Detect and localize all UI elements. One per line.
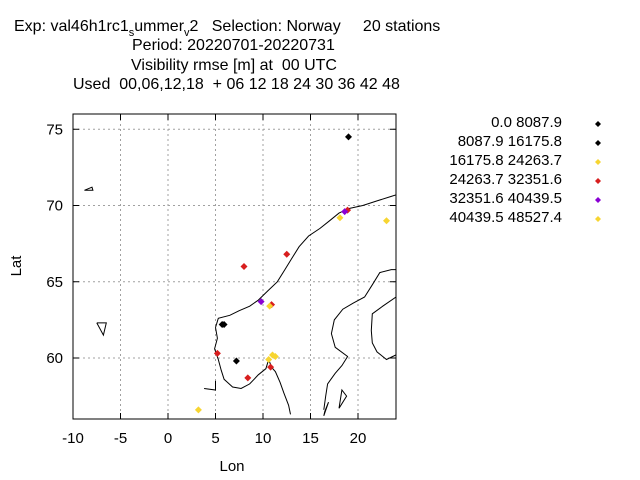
data-point bbox=[265, 356, 273, 364]
y-tick-label: 60 bbox=[46, 350, 63, 367]
data-point bbox=[244, 374, 252, 382]
data-point bbox=[283, 250, 291, 258]
coastline bbox=[215, 194, 396, 328]
legend-marker bbox=[595, 216, 601, 222]
data-point bbox=[240, 263, 248, 270]
legend-label: 32351.6 40439.5 bbox=[449, 190, 562, 207]
y-tick-label: 75 bbox=[46, 121, 63, 138]
title-prefix: Exp: val46h1rc1 bbox=[14, 18, 129, 35]
data-point bbox=[341, 208, 349, 216]
coastline-map bbox=[84, 186, 396, 419]
coastline bbox=[214, 327, 291, 415]
legend-label: 0.0 8087.9 bbox=[491, 114, 562, 131]
x-tick-label: 0 bbox=[164, 430, 172, 447]
data-point bbox=[345, 133, 352, 141]
x-axis-label: Lon bbox=[219, 458, 244, 475]
legend-label: 24263.7 32351.6 bbox=[449, 171, 562, 188]
legend-markers bbox=[595, 121, 601, 222]
legend-label: 8087.9 16175.8 bbox=[457, 133, 562, 150]
legend-marker bbox=[595, 197, 601, 203]
data-point bbox=[336, 214, 344, 222]
plot-frame bbox=[72, 113, 397, 420]
tick-layer: -10 -5 0 5 10 15 20 60 65 70 75 bbox=[46, 114, 396, 447]
legend-label: 40439.5 48527.4 bbox=[449, 209, 562, 226]
title-subscript-1: s bbox=[128, 27, 135, 39]
coastline bbox=[370, 296, 396, 361]
grid-layer bbox=[73, 114, 396, 419]
coastline bbox=[338, 388, 348, 409]
data-point bbox=[232, 357, 240, 365]
coastline bbox=[323, 402, 329, 417]
legend-marker bbox=[595, 159, 601, 165]
x-tick-label: -5 bbox=[114, 430, 127, 447]
y-axis-label: Lat bbox=[8, 255, 25, 277]
title-mid: ummer bbox=[134, 18, 185, 35]
legend-marker bbox=[595, 178, 601, 184]
legend-marker bbox=[595, 140, 601, 146]
data-point bbox=[220, 320, 228, 328]
data-point bbox=[213, 349, 221, 357]
data-point bbox=[257, 298, 265, 306]
chart-title-line-3: Visibility rmse [m] at 00 UTC bbox=[131, 57, 337, 74]
coastline bbox=[204, 380, 216, 391]
data-point bbox=[271, 352, 279, 360]
data-point bbox=[383, 217, 390, 225]
data-point bbox=[194, 406, 202, 414]
legend-label: 16175.8 24263.7 bbox=[449, 152, 562, 169]
x-tick-label: -10 bbox=[62, 430, 84, 447]
chart-title-line-1: Exp: val46h1rc1summerv2 Selection: Norwa… bbox=[14, 18, 441, 39]
title-subscript-2: v bbox=[184, 27, 190, 39]
coastline bbox=[84, 186, 94, 191]
coastline bbox=[323, 269, 396, 410]
title-suffix: 2 Selection: Norway 20 stations bbox=[189, 18, 441, 35]
x-tick-label: 10 bbox=[255, 430, 272, 447]
y-tick-label: 70 bbox=[46, 198, 63, 215]
y-tick-label: 65 bbox=[46, 274, 63, 291]
data-point bbox=[266, 302, 274, 310]
chart-title-line-4: Used 00,06,12,18 + 06 12 18 24 30 36 42 … bbox=[73, 76, 400, 93]
point-layer bbox=[194, 133, 390, 414]
legend-marker bbox=[595, 121, 601, 127]
x-tick-label: 5 bbox=[211, 430, 219, 447]
x-tick-label: 20 bbox=[350, 430, 367, 447]
x-tick-label: 15 bbox=[302, 430, 319, 447]
data-point bbox=[267, 363, 275, 371]
chart-title-line-2: Period: 20220701-20220731 bbox=[132, 37, 335, 54]
coastline bbox=[287, 418, 289, 419]
coastline bbox=[96, 322, 107, 337]
